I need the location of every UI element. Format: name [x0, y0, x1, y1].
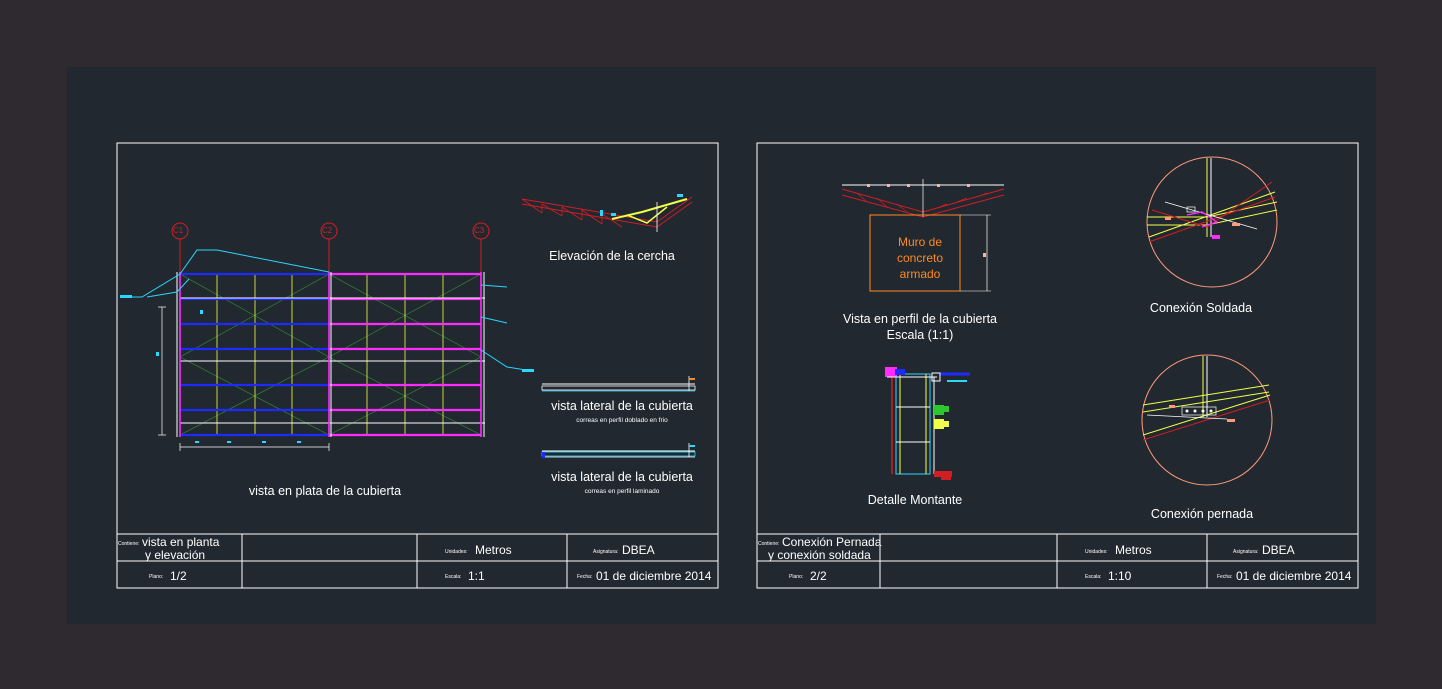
side-view-2-title: vista lateral de la cubierta — [551, 470, 693, 484]
tb2-contiene-line1: Conexión Pernada — [782, 535, 882, 549]
side-view-1-title: vista lateral de la cubierta — [551, 399, 693, 413]
profile-view-title: Vista en perfil de la cubierta — [842, 312, 998, 326]
roof-plan-title: vista en plata de la cubierta — [248, 484, 402, 498]
profile-view-scale: Escala (1:1) — [886, 328, 954, 342]
tb1-contiene-key: Contiene: — [118, 541, 140, 547]
grid-label-c2: C2 — [322, 226, 333, 235]
tb1-contiene-line1: vista en planta — [142, 535, 220, 549]
concrete-wall — [869, 214, 991, 292]
tb2-contiene-line2: y conexión soldada — [768, 548, 871, 562]
side-view-2-subtitle: correas en perfil laminado — [584, 488, 660, 495]
tb1-escala-key: Escala: — [445, 574, 462, 580]
tb1-contiene-line2: y elevación — [145, 548, 206, 562]
sheet-2 — [756, 142, 1359, 589]
tb2-escala-key: Escala: — [1085, 574, 1102, 580]
post-detail — [885, 367, 970, 480]
welded-connection-detail — [1146, 156, 1278, 288]
tb1-fecha-value: 01 de diciembre 2014 — [596, 569, 712, 583]
sheet-2-frame — [756, 142, 1359, 589]
grid-label-c1: C1 — [173, 226, 184, 235]
grid-bubbles — [171, 222, 490, 272]
truss-elevation-title: Elevación de la cercha — [549, 249, 675, 263]
tb1-plano-key: Plano: — [149, 574, 164, 580]
side-view-2 — [541, 443, 696, 458]
tb2-unidades-value: Metros — [1115, 543, 1152, 557]
bolted-connection-title: Conexión pernada — [1150, 507, 1254, 521]
welded-connection-title: Conexión Soldada — [1149, 301, 1253, 315]
tb1-fecha-key: Fecha: — [577, 574, 593, 580]
tb2-plano-key: Plano: — [789, 574, 804, 580]
cad-drawing — [116, 142, 1359, 589]
tb2-fecha-key: Fecha: — [1217, 574, 1233, 580]
tb1-unidades-key: Unidades: — [445, 549, 468, 555]
tb2-asignatura-value: DBEA — [1262, 543, 1295, 557]
tb2-unidades-key: Unidades: — [1085, 549, 1108, 555]
truss-elevation — [521, 194, 693, 232]
roof-plan — [120, 249, 534, 451]
sheet-1-titleblock — [117, 533, 718, 588]
wall-label-line2: concreto — [896, 251, 944, 265]
profile-truss — [841, 179, 1005, 218]
tb1-asignatura-key: Asignatura: — [593, 549, 619, 555]
sheet-2-titleblock — [757, 533, 1358, 588]
tb2-contiene-key: Contiene: — [758, 541, 780, 547]
grid-label-c3: C3 — [474, 226, 485, 235]
tb1-asignatura-value: DBEA — [622, 543, 655, 557]
tb2-fecha-value: 01 de diciembre 2014 — [1236, 569, 1352, 583]
sheet-1-frame — [116, 142, 719, 589]
sheet-1 — [116, 142, 719, 589]
model-space: C1 C2 C3 Elevación de la cercha vista en… — [67, 67, 1376, 624]
wall-label-line3: armado — [899, 267, 941, 281]
tb1-unidades-value: Metros — [475, 543, 512, 557]
tb1-plano-value: 1/2 — [170, 569, 187, 583]
tb2-asignatura-key: Asignatura: — [1233, 549, 1259, 555]
tb1-escala-value: 1:1 — [468, 569, 485, 583]
tb2-plano-value: 2/2 — [810, 569, 827, 583]
side-view-1-subtitle: correas en perfil doblado en frio — [576, 417, 668, 424]
wall-label-line1: Muro de — [897, 235, 943, 249]
tb2-escala-value: 1:10 — [1108, 569, 1132, 583]
bolted-connection-detail — [1141, 354, 1273, 486]
side-view-1 — [541, 376, 696, 392]
post-detail-title: Detalle Montante — [867, 493, 963, 507]
